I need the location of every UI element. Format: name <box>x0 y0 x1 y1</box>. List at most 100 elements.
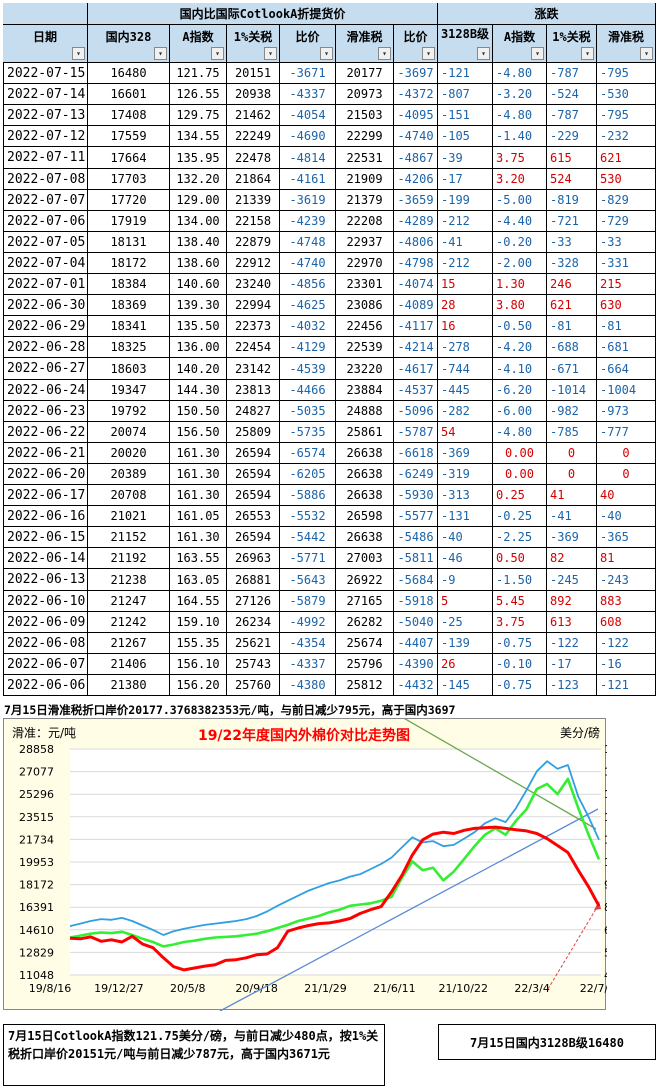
table-cell-chg-aindex: -2.00 <box>493 253 547 274</box>
table-cell-tariff1: 26234 <box>227 612 280 633</box>
y-tick-left: 27077 <box>19 766 54 779</box>
table-cell-tariff1: 22994 <box>227 295 280 316</box>
table-cell-slide: 22299 <box>336 126 394 147</box>
table-cell-date: 2022-07-13 <box>3 105 88 126</box>
table-cell-domestic: 17408 <box>88 105 170 126</box>
table-cell-domestic: 20708 <box>88 485 170 506</box>
table-cell-chg-tariff1: 615 <box>547 147 597 169</box>
arrow-line-red <box>547 903 600 990</box>
table-cell-grade3128b: 28 <box>438 295 493 316</box>
table-cell-chg-aindex: -4.80 <box>493 63 547 84</box>
table-cell-ratio2: -5577 <box>394 506 438 527</box>
y-tick-right: 162 <box>604 766 607 779</box>
table-cell-date: 2022-06-20 <box>3 464 88 485</box>
table-cell-tariff1: 22373 <box>227 316 280 337</box>
table-cell-chg-slide: -681 <box>597 337 656 358</box>
table-cell-date: 2022-06-13 <box>3 569 88 591</box>
table-cell-aindex: 129.75 <box>170 105 227 126</box>
filter-dropdown-icon[interactable]: ▾ <box>264 47 277 60</box>
table-cell-aindex: 161.30 <box>170 485 227 506</box>
table-cell-domestic: 17919 <box>88 211 170 232</box>
table-cell-chg-aindex: 1.30 <box>493 274 547 295</box>
table-cell-tariff1: 22478 <box>227 147 280 169</box>
filter-dropdown-icon[interactable]: ▾ <box>72 47 85 60</box>
table-cell-domestic: 18369 <box>88 295 170 316</box>
table-cell-slide: 25861 <box>336 422 394 443</box>
filter-dropdown-icon[interactable]: ▾ <box>211 47 224 60</box>
table-cell-grade3128b: -369 <box>438 443 493 464</box>
table-cell-ratio1: -5532 <box>280 506 336 527</box>
x-tick-label: 22/7/15 <box>580 982 607 995</box>
table-cell-chg-aindex: -1.40 <box>493 126 547 147</box>
table-cell-ratio2: -5811 <box>394 548 438 569</box>
table-cell-slide: 27003 <box>336 548 394 569</box>
series-line-red <box>69 825 601 972</box>
table-cell-slide: 26598 <box>336 506 394 527</box>
table-cell-chg-tariff1: 0 <box>547 464 597 485</box>
filter-dropdown-icon[interactable]: ▾ <box>422 47 435 60</box>
table-cell-domestic: 21406 <box>88 654 170 675</box>
note-right: 7月15日国内3128B级16480 <box>470 1035 624 1050</box>
table-cell-slide: 22456 <box>336 316 394 337</box>
table-cell-grade3128b: -212 <box>438 211 493 232</box>
table-cell-chg-aindex: 3.75 <box>493 612 547 633</box>
y-tick-left: 23515 <box>19 811 54 824</box>
table-cell-chg-slide: 630 <box>597 295 656 316</box>
bottom-right-note-cell: 7月15日国内3128B级16480 <box>438 1024 656 1060</box>
table-cell-chg-slide: 0 <box>597 443 656 464</box>
table-cell-date: 2022-06-30 <box>3 295 88 316</box>
table-cell-aindex: 140.60 <box>170 274 227 295</box>
table-cell-tariff1: 20938 <box>227 84 280 105</box>
filter-dropdown-icon[interactable]: ▾ <box>154 47 167 60</box>
table-cell-grade3128b: -212 <box>438 253 493 274</box>
table-cell-grade3128b: 54 <box>438 422 493 443</box>
table-cell-tariff1: 23240 <box>227 274 280 295</box>
table-cell-domestic: 16601 <box>88 84 170 105</box>
x-tick-label: 21/6/11 <box>373 982 415 995</box>
filter-dropdown-icon[interactable]: ▾ <box>477 47 490 60</box>
table-cell-chg-tariff1: 524 <box>547 169 597 190</box>
table-cell-ratio1: -4856 <box>280 274 336 295</box>
table-cell-aindex: 138.40 <box>170 232 227 253</box>
table-cell-date: 2022-07-11 <box>3 147 88 169</box>
filter-dropdown-icon[interactable]: ▾ <box>531 47 544 60</box>
table-cell-date: 2022-06-29 <box>3 316 88 337</box>
table-cell-tariff1: 25621 <box>227 633 280 654</box>
table-cell-ratio1: -5442 <box>280 527 336 548</box>
column-header-date: 日期 ▾ <box>3 25 88 63</box>
table-cell-ratio2: -4289 <box>394 211 438 232</box>
filter-dropdown-icon[interactable]: ▾ <box>378 47 391 60</box>
table-cell-domestic: 17559 <box>88 126 170 147</box>
table-cell-aindex: 144.30 <box>170 380 227 401</box>
table-cell-date: 2022-06-28 <box>3 337 88 358</box>
series-line-blue <box>69 760 600 936</box>
table-cell-chg-slide: -729 <box>597 211 656 232</box>
table-cell-domestic: 21021 <box>88 506 170 527</box>
table-cell-chg-aindex: -4.80 <box>493 105 547 126</box>
table-cell-domestic: 18341 <box>88 316 170 337</box>
table-cell-tariff1: 25743 <box>227 654 280 675</box>
table-cell-date: 2022-07-08 <box>3 169 88 190</box>
filter-dropdown-icon[interactable]: ▾ <box>320 47 333 60</box>
table-cell-tariff1: 26594 <box>227 443 280 464</box>
table-cell-chg-aindex: -0.10 <box>493 654 547 675</box>
table-cell-ratio2: -4095 <box>394 105 438 126</box>
table-cell-domestic: 18603 <box>88 358 170 380</box>
table-cell-chg-slide: -795 <box>597 105 656 126</box>
filter-dropdown-icon[interactable]: ▾ <box>581 47 594 60</box>
column-header-ratio1: 比价 ▾ <box>280 25 336 63</box>
table-cell-domestic: 21242 <box>88 612 170 633</box>
table-cell-chg-slide: 81 <box>597 548 656 569</box>
table-cell-ratio2: -4617 <box>394 358 438 380</box>
table-cell-aindex: 135.50 <box>170 316 227 337</box>
table-cell-slide: 23086 <box>336 295 394 316</box>
table-cell-aindex: 150.50 <box>170 401 227 422</box>
table-cell-chg-tariff1: -819 <box>547 190 597 211</box>
table-cell-domestic: 18131 <box>88 232 170 253</box>
y-tick-right: 54 <box>604 946 607 959</box>
table-cell-date: 2022-06-15 <box>3 527 88 548</box>
table-cell-slide: 22531 <box>336 147 394 169</box>
table-cell-slide: 23301 <box>336 274 394 295</box>
table-cell-date: 2022-07-04 <box>3 253 88 274</box>
filter-dropdown-icon[interactable]: ▾ <box>640 47 653 60</box>
